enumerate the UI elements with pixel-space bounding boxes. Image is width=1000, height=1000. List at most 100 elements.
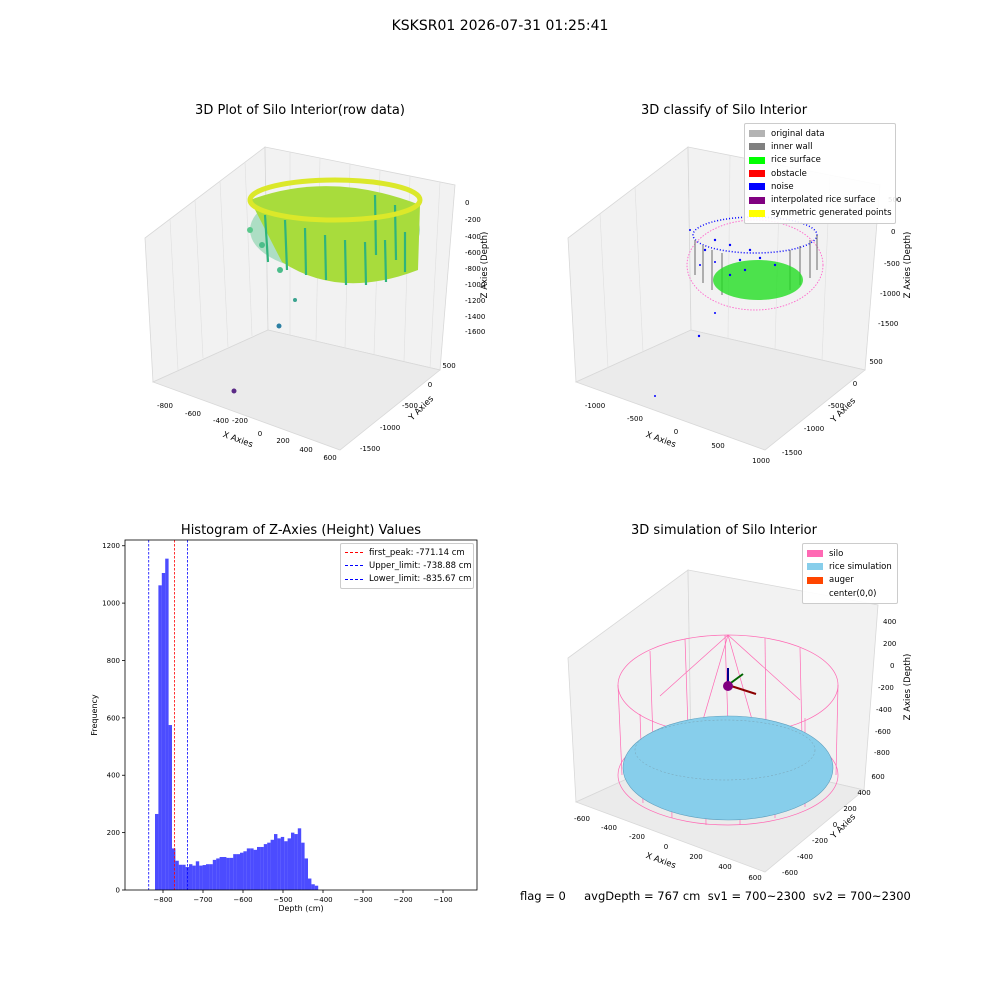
histogram-bar xyxy=(280,836,285,890)
sim-ytick: 600 xyxy=(871,773,884,781)
histogram-title: Histogram of Z-Axies (Height) Values xyxy=(180,523,422,538)
legend-item-symmetric-generated-points: symmetric generated points xyxy=(749,207,892,220)
histogram-x-axis-label: Depth (cm) xyxy=(278,904,323,913)
legend-swatch xyxy=(749,170,765,178)
histogram-bar xyxy=(287,838,291,890)
histogram-bar xyxy=(263,844,268,890)
histogram-bar xyxy=(253,849,257,890)
y-tick-label: 1000 xyxy=(102,600,120,608)
legend-item-rice-surface: rice surface xyxy=(749,154,891,167)
legend-label: interpolated rice surface xyxy=(771,195,876,206)
legend-swatch xyxy=(807,563,823,571)
legend-label: first_peak: -771.14 cm xyxy=(369,547,465,558)
legend-item-inner-wall: inner wall xyxy=(749,140,891,153)
raw-ztick: -200 xyxy=(465,216,481,224)
histogram-legend: first_peak: -771.14 cm Upper_limit: -738… xyxy=(340,543,474,589)
raw-xtick: 600 xyxy=(323,454,336,462)
legend-item-original-data: original data xyxy=(749,127,891,140)
y-tick-label: 0 xyxy=(116,887,120,895)
legend-item-upper-limit: Upper_limit: -738.88 cm xyxy=(345,559,472,572)
histogram-bar xyxy=(257,846,261,890)
simulation-status-footer: flag = 0 avgDepth = 767 cm sv1 = 700~230… xyxy=(520,889,911,903)
legend-swatch xyxy=(749,143,765,151)
raw-ztick: -400 xyxy=(465,233,481,241)
histogram-bar xyxy=(155,813,159,890)
legend-swatch xyxy=(807,590,823,597)
legend-label: inner wall xyxy=(771,141,813,152)
legend-item-auger: auger xyxy=(807,574,893,587)
legend-item-silo: silo xyxy=(807,547,893,560)
histogram-bar xyxy=(229,857,234,890)
histogram-bar xyxy=(182,864,186,890)
histogram-bar xyxy=(216,858,220,890)
sim-ztick: -200 xyxy=(878,684,894,692)
histogram-bar xyxy=(223,857,227,890)
sim-xtick: -600 xyxy=(574,815,590,823)
raw-xtick: 0 xyxy=(258,430,262,438)
histogram-bar xyxy=(308,878,312,890)
histogram-chart: −800 −700 −600 −500 −400 −300 −200 −100 0 200 400 6… xyxy=(90,539,478,913)
histogram-bar xyxy=(206,864,210,890)
legend-label: original data xyxy=(771,128,825,139)
raw-xtick: -200 xyxy=(232,417,248,425)
legend-swatch xyxy=(807,550,823,558)
raw-3d-plot: -800 -600 -400 -200 0 200 400 600 500 0 … xyxy=(144,146,490,462)
x-tick-label: −800 xyxy=(153,896,172,904)
raw-xtick: -800 xyxy=(157,402,173,410)
raw-ztick: -1000 xyxy=(465,281,485,289)
legend-label: rice simulation xyxy=(829,561,892,572)
histogram-bar xyxy=(250,848,254,890)
histogram-bar xyxy=(165,558,169,890)
raw-plot-title: 3D Plot of Silo Interior(row data) xyxy=(195,103,405,118)
histogram-bar xyxy=(189,864,193,890)
legend-label: Lower_limit: -835.67 cm xyxy=(369,574,472,585)
classify-3d-plot: -1000 -500 0 500 1000 500 0 -500 -1000 -… xyxy=(567,146,913,465)
histogram-bar xyxy=(304,858,308,890)
histogram-bar xyxy=(202,865,206,890)
classify-ytick: 500 xyxy=(869,358,882,366)
sim-ytick: -400 xyxy=(797,853,813,861)
legend-item-obstacle: obstacle xyxy=(749,167,891,180)
histogram-bar xyxy=(158,585,162,890)
legend-swatch xyxy=(749,183,765,191)
raw-ztick: -1200 xyxy=(465,297,485,305)
sim-xtick: -200 xyxy=(629,833,645,841)
raw-ytick: -1500 xyxy=(360,445,380,453)
raw-xtick: 400 xyxy=(299,446,312,454)
histogram-bar xyxy=(270,839,274,890)
y-tick-label: 1200 xyxy=(102,542,120,550)
simulation-plot-title: 3D simulation of Silo Interior xyxy=(631,523,817,538)
classify-xtick: 0 xyxy=(674,428,678,436)
histogram-bar xyxy=(246,848,251,890)
legend-item-lower-limit: Lower_limit: -835.67 cm xyxy=(345,573,472,586)
legend-swatch xyxy=(749,209,765,217)
legend-swatch xyxy=(749,196,765,204)
classify-ytick: 0 xyxy=(853,380,857,388)
histogram-bar xyxy=(192,865,196,890)
sim-xtick: 0 xyxy=(664,843,668,851)
x-tick-label: −100 xyxy=(433,896,452,904)
classify-xtick: -500 xyxy=(627,415,643,423)
histogram-bar xyxy=(233,854,237,890)
legend-swatch xyxy=(807,576,823,584)
histogram-bar xyxy=(294,834,298,890)
histogram-bar xyxy=(314,885,319,890)
sim-ytick: -600 xyxy=(782,869,798,877)
sim-ztick: 400 xyxy=(883,618,896,626)
classify-y-axis-label: Y Axies xyxy=(828,396,858,426)
x-tick-label: −400 xyxy=(313,896,332,904)
histogram-bar xyxy=(178,864,183,890)
classify-x-axis-label: X Axies xyxy=(644,430,677,450)
histogram-bar xyxy=(161,572,166,890)
legend-swatch xyxy=(749,156,765,164)
sim-ytick: 0 xyxy=(833,821,837,829)
sim-x-axis-label: X Axies xyxy=(644,851,677,871)
raw-ytick: -500 xyxy=(402,402,418,410)
raw-ztick: -1400 xyxy=(465,313,485,321)
legend-swatch xyxy=(749,130,765,138)
histogram-bar xyxy=(260,846,264,890)
y-tick-label: 600 xyxy=(107,714,120,722)
legend-item-rice-simulation: rice simulation xyxy=(807,560,893,573)
classify-xtick: 500 xyxy=(711,442,724,450)
legend-line xyxy=(345,565,363,567)
